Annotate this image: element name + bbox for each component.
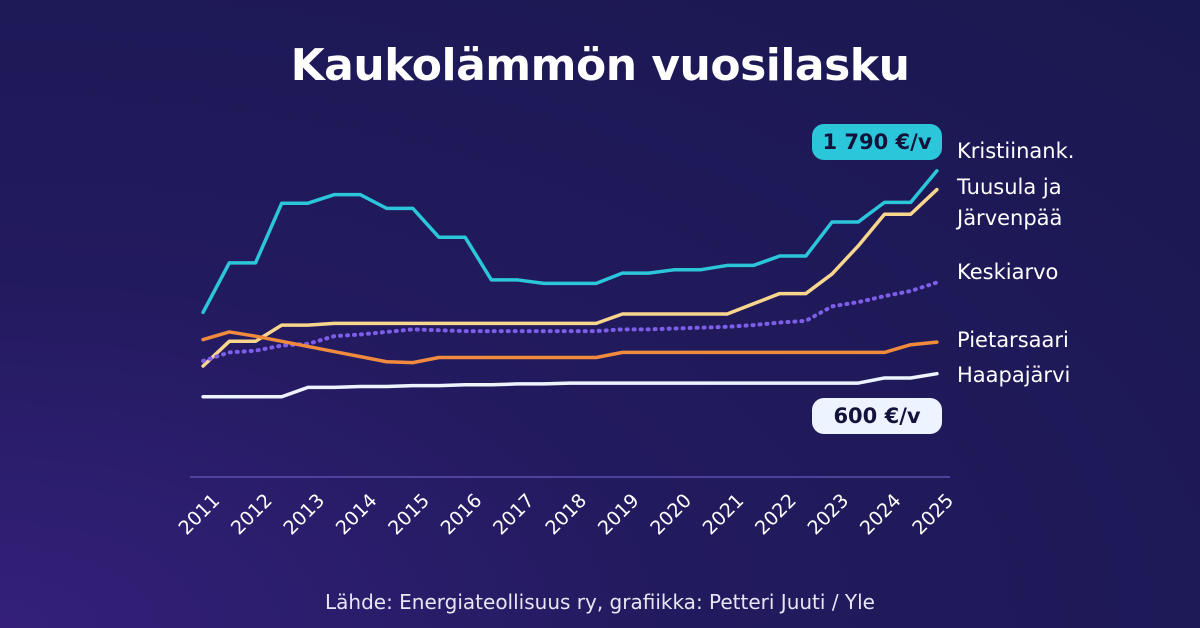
x-tick-label: 2011 (174, 490, 224, 540)
x-tick-label: 2012 (227, 490, 277, 540)
legend-label: Keskiarvo (957, 260, 1059, 284)
x-tick-label: 2014 (332, 490, 382, 540)
x-tick-label: 2016 (437, 490, 487, 540)
x-tick-label: 2015 (384, 490, 434, 540)
x-tick-label: 2018 (541, 490, 591, 540)
x-tick-label: 2021 (699, 490, 749, 540)
chart-title: Kaukolämmön vuosilasku (290, 40, 910, 91)
legend-label: Tuusula ja Järvenpää (957, 175, 1063, 230)
end-label: 600 €/v (812, 398, 942, 434)
x-tick-label: 2025 (908, 490, 958, 540)
end-label: 1 790 €/v (812, 124, 942, 160)
x-tick-label: 2019 (594, 490, 644, 540)
legend-label: Haapajärvi (957, 363, 1071, 387)
x-tick-label: 2017 (489, 490, 539, 540)
x-tick-label: 2022 (751, 490, 801, 540)
x-tick-label: 2013 (279, 490, 329, 540)
series-line (201, 280, 939, 363)
x-tick-label: 2020 (646, 490, 696, 540)
series-line (201, 330, 939, 365)
x-tick-label: 2023 (803, 490, 853, 540)
legend-label: Pietarsaari (957, 328, 1069, 352)
legend-label: Kristiinank. (957, 139, 1075, 163)
series-line (201, 371, 939, 399)
x-tick-label: 2024 (856, 490, 906, 540)
source: Lähde: Energiateollisuus ry, grafiikka: … (325, 590, 875, 614)
series-line (201, 169, 939, 315)
series-line (201, 187, 939, 368)
